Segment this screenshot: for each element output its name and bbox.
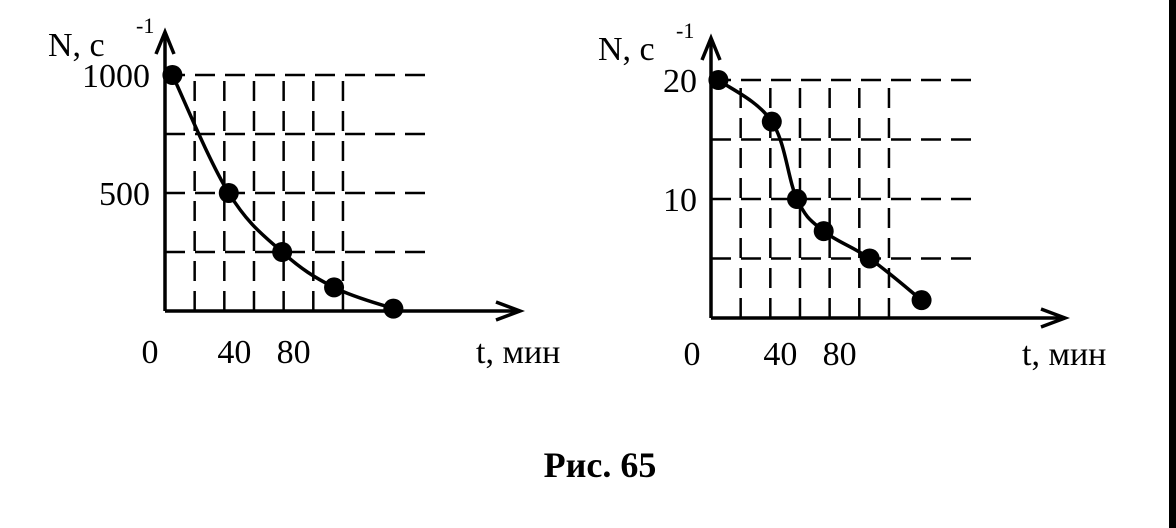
x-tick-label: 0 [142, 334, 159, 371]
chart-right: N, с -1 t, мин 10 20 0 40 80 [598, 18, 1106, 373]
y-axis-label-superscript: -1 [136, 13, 154, 38]
x-axis-label: t, мин [476, 334, 560, 371]
figure-caption: Рис. 65 [544, 445, 657, 485]
x-tick-label: 40 [217, 334, 251, 371]
data-point [324, 277, 345, 298]
x-axis-label: t, мин [1022, 336, 1106, 373]
data-point [911, 290, 932, 311]
data-point [218, 183, 239, 203]
data-point [272, 242, 293, 262]
y-axis-label: N, с [598, 31, 655, 68]
data-point [787, 189, 808, 209]
data-point [162, 65, 183, 85]
y-axis-label-superscript: -1 [676, 18, 694, 43]
x-tick-label: 0 [684, 336, 701, 373]
x-axis-arrow [495, 300, 525, 322]
data-point [813, 221, 834, 242]
x-tick-label: 80 [823, 336, 857, 373]
data-point [383, 298, 404, 319]
data-point [761, 111, 782, 132]
series-line [170, 74, 394, 311]
y-tick-label: 10 [663, 182, 697, 219]
y-axis-arrow [154, 27, 176, 55]
x-tick-label: 80 [277, 334, 311, 371]
x-axis-arrow [1040, 307, 1070, 329]
series-line [717, 78, 923, 302]
x-tick-label: 40 [763, 336, 797, 373]
y-tick-label: 1000 [82, 58, 150, 95]
data-point [859, 248, 880, 269]
y-tick-label: 20 [663, 63, 697, 100]
data-point [708, 70, 729, 90]
y-tick-label: 500 [99, 176, 150, 213]
y-axis-arrow [700, 33, 722, 61]
y-axis-label: N, с [48, 27, 105, 64]
page-edge-bar [1169, 0, 1176, 528]
chart-left: N, с -1 t, мин 500 1000 0 40 80 [48, 13, 560, 371]
